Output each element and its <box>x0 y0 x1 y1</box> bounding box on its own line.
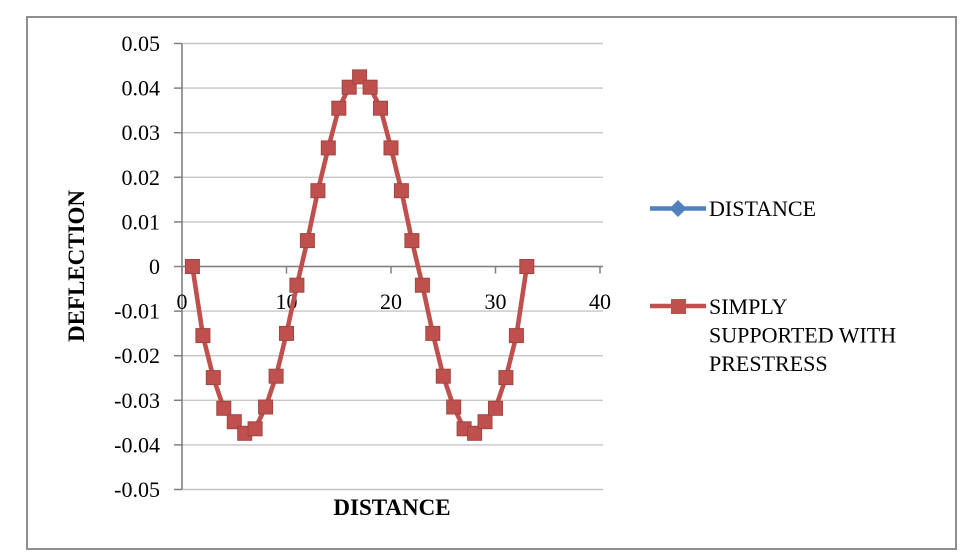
data-point-marker[interactable] <box>477 414 493 430</box>
data-point-marker[interactable] <box>310 183 326 199</box>
data-point-marker[interactable] <box>519 259 535 274</box>
data-point-marker[interactable] <box>216 400 232 416</box>
y-tick-label: 0.05 <box>122 31 161 56</box>
x-tick-label: 20 <box>380 289 402 314</box>
y-tick-label: 0.02 <box>122 165 161 190</box>
legend-square-icon[interactable] <box>671 299 686 314</box>
y-tick-label: 0.04 <box>122 76 161 101</box>
y-tick-label: 0 <box>149 254 160 279</box>
data-point-marker[interactable] <box>268 368 284 384</box>
data-point-marker[interactable] <box>258 399 274 415</box>
data-point-marker[interactable] <box>331 100 347 116</box>
data-point-marker[interactable] <box>498 370 514 386</box>
x-tick-label: 30 <box>485 289 507 314</box>
data-point-marker[interactable] <box>446 399 462 415</box>
legend-label-prestress-line2[interactable]: SUPPORTED WITH <box>709 323 896 348</box>
legend-label-prestress-line1[interactable]: SIMPLY <box>709 294 788 319</box>
x-axis-title: DISTANCE <box>333 495 450 520</box>
y-tick-label: -0.05 <box>114 477 160 502</box>
data-point-marker[interactable] <box>373 100 388 116</box>
data-point-marker[interactable] <box>467 425 483 441</box>
y-tick-label: -0.04 <box>114 432 160 457</box>
data-point-marker[interactable] <box>195 328 211 344</box>
data-point-marker[interactable] <box>508 328 524 344</box>
data-point-marker[interactable] <box>488 400 503 416</box>
x-tick-label: 0 <box>177 289 188 314</box>
data-point-marker[interactable] <box>393 183 409 199</box>
y-tick-label: 0.01 <box>122 209 161 234</box>
data-point-marker[interactable] <box>414 277 430 293</box>
series-line-prestress[interactable] <box>190 74 530 436</box>
data-point-marker[interactable] <box>289 277 305 293</box>
data-point-marker[interactable] <box>247 421 263 437</box>
legend-label-prestress-line3[interactable]: PRESTRESS <box>709 351 828 376</box>
y-axis-title: DEFLECTION <box>64 190 89 342</box>
data-point-marker[interactable] <box>279 325 294 341</box>
data-point-marker[interactable] <box>435 368 451 384</box>
data-point-marker[interactable] <box>184 259 200 274</box>
data-point-marker[interactable] <box>299 233 315 249</box>
data-point-marker[interactable] <box>425 325 441 341</box>
chart-area-border <box>26 16 957 550</box>
legend-diamond-icon[interactable] <box>669 200 687 217</box>
x-tick-label: 40 <box>589 289 611 314</box>
legend-label-distance[interactable]: DISTANCE <box>709 196 816 221</box>
data-point-marker[interactable] <box>362 79 378 95</box>
y-tick-label: -0.03 <box>114 388 160 413</box>
data-point-marker[interactable] <box>404 233 420 249</box>
y-tick-label: 0.03 <box>122 120 161 145</box>
y-tick-label: -0.01 <box>114 299 160 324</box>
data-point-marker[interactable] <box>383 140 399 156</box>
data-point-marker[interactable] <box>320 140 336 156</box>
data-point-marker[interactable] <box>226 414 242 430</box>
y-tick-label: -0.02 <box>114 343 160 368</box>
data-point-marker[interactable] <box>205 370 221 386</box>
